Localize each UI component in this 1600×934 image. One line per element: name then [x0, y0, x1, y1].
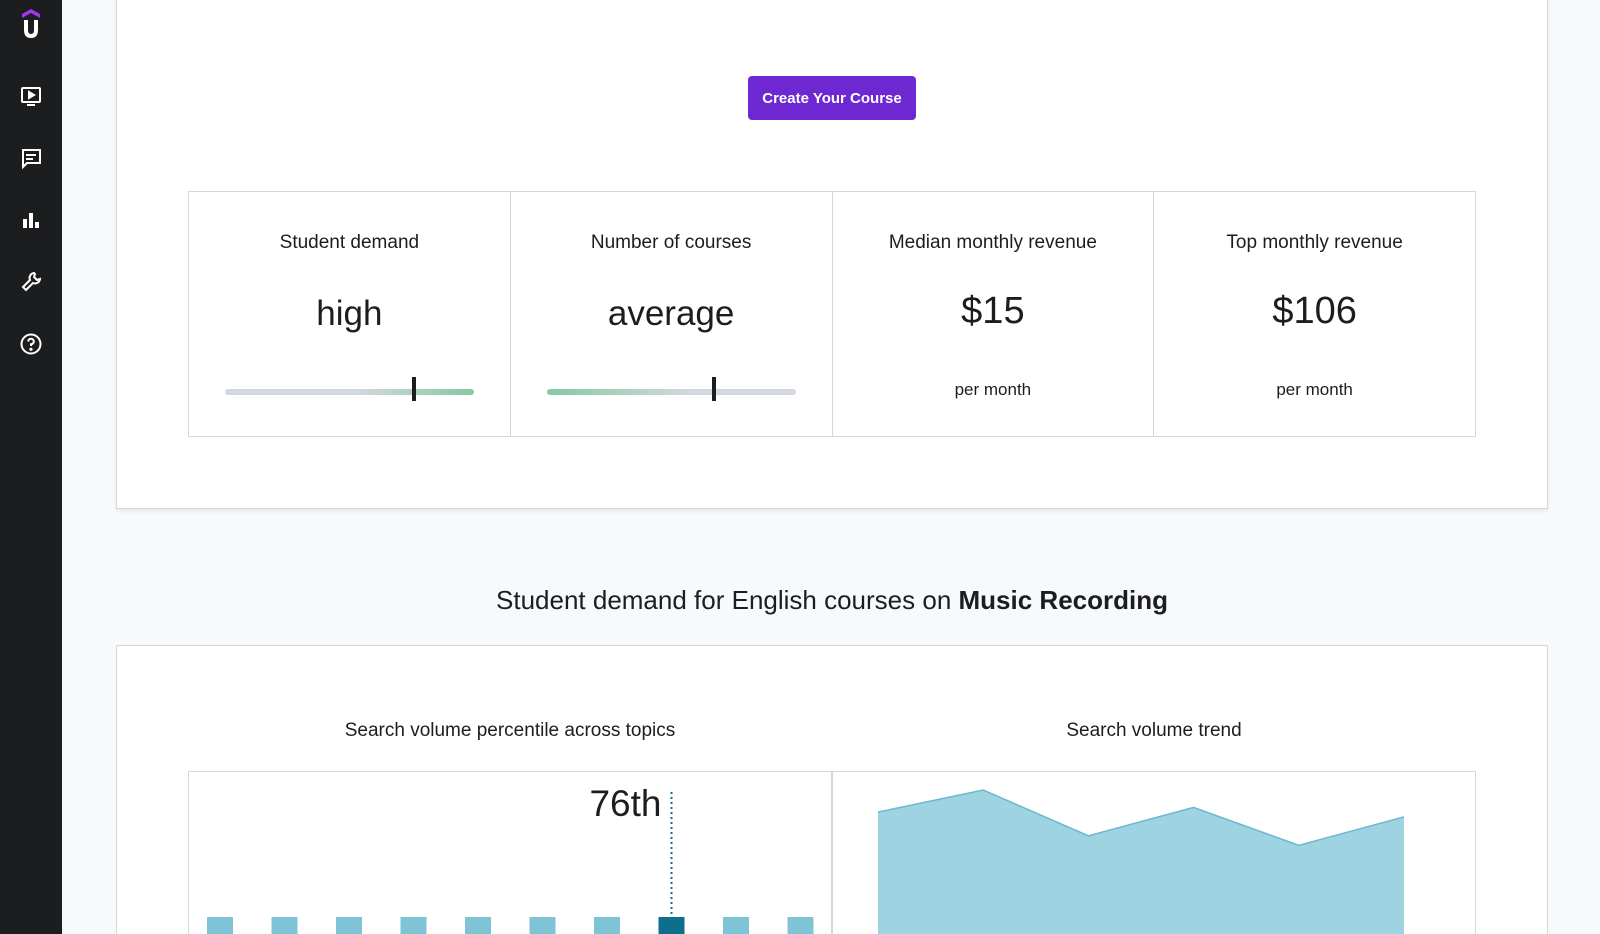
- student-demand-stat: Student demand high: [189, 192, 511, 436]
- trend-chart-title: Search volume trend: [1066, 720, 1242, 741]
- percentile-bar: [594, 917, 620, 934]
- stat-value: high: [316, 294, 383, 333]
- percentile-bar: [529, 917, 556, 934]
- demand-section-heading: Student demand for English courses on Mu…: [116, 585, 1548, 616]
- courses-meter: [546, 389, 796, 395]
- video-icon[interactable]: [17, 82, 45, 110]
- help-icon[interactable]: [17, 330, 45, 358]
- udemy-logo-icon[interactable]: [17, 9, 45, 38]
- stat-label: Student demand: [279, 232, 420, 253]
- trend-line: [877, 789, 1405, 847]
- stat-value: $106: [1272, 290, 1357, 332]
- percentile-bar: [336, 917, 362, 934]
- stat-label: Number of courses: [590, 232, 752, 253]
- percentile-bar: [207, 917, 233, 934]
- percentile-chart: 76th: [188, 771, 832, 934]
- stat-value: average: [607, 294, 735, 333]
- chat-icon[interactable]: [17, 144, 45, 172]
- sidebar: [0, 0, 62, 934]
- search-volume-trend-chart: [832, 771, 1476, 934]
- demand-meter-marker: [412, 377, 417, 401]
- stat-value: $15: [961, 290, 1025, 332]
- heading-topic: Music Recording: [958, 585, 1168, 615]
- heading-prefix: Student demand for English courses on: [496, 585, 959, 615]
- percentile-bar: [271, 917, 298, 934]
- number-of-courses-stat: Number of courses average: [511, 192, 833, 436]
- demand-meter: [225, 389, 474, 395]
- create-course-button[interactable]: Create Your Course: [748, 76, 916, 120]
- percentile-bar: [787, 917, 814, 934]
- stats-panel: Student demand high Number of courses av…: [188, 191, 1476, 437]
- top-revenue-stat: Top monthly revenue $106 per month: [1154, 192, 1475, 436]
- wrench-icon[interactable]: [17, 268, 45, 296]
- stat-unit: per month: [954, 380, 1032, 399]
- bar-chart-icon[interactable]: [17, 206, 45, 234]
- median-revenue-stat: Median monthly revenue $15 per month: [833, 192, 1155, 436]
- percentile-bar-highlighted: [658, 917, 685, 934]
- percentile-bar: [723, 917, 749, 934]
- percentile-bar: [465, 917, 491, 934]
- stat-label: Median monthly revenue: [888, 232, 1097, 253]
- percentile-label: 76th: [589, 783, 661, 824]
- trend-area: [878, 790, 1404, 934]
- stat-label: Top monthly revenue: [1226, 232, 1403, 253]
- percentile-bar: [400, 917, 427, 934]
- courses-meter-marker: [711, 377, 716, 401]
- percentile-chart-title: Search volume percentile across topics: [344, 720, 676, 741]
- stat-unit: per month: [1276, 380, 1353, 399]
